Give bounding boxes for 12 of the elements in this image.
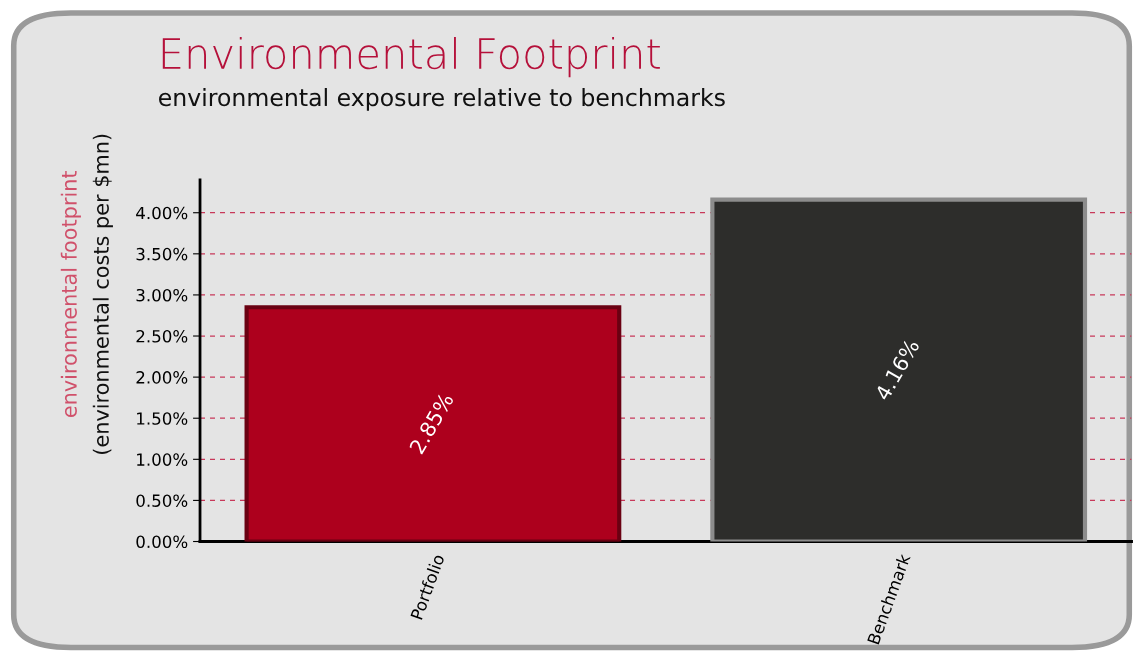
chart-subtitle: environmental exposure relative to benchmarks xyxy=(159,88,725,111)
y-axis-title: environmental footprint (environmental costs per $mn) xyxy=(60,134,113,454)
chart-title: Environmental Footprint xyxy=(162,37,660,78)
y-tick-label: 1.00% xyxy=(137,453,188,466)
y-tick-label: 0.00% xyxy=(136,535,188,549)
y-tick-label: 3.00% xyxy=(136,288,188,302)
y-tick-label: 2.50% xyxy=(136,329,188,343)
y-tick-label: 0.50% xyxy=(136,494,188,507)
y-tick-label: 4.00% xyxy=(136,206,188,220)
y-tick-label: 2.00% xyxy=(136,371,188,384)
y-tick-label: 3.50% xyxy=(136,247,188,261)
y-tick-label: 1.50% xyxy=(137,412,188,425)
